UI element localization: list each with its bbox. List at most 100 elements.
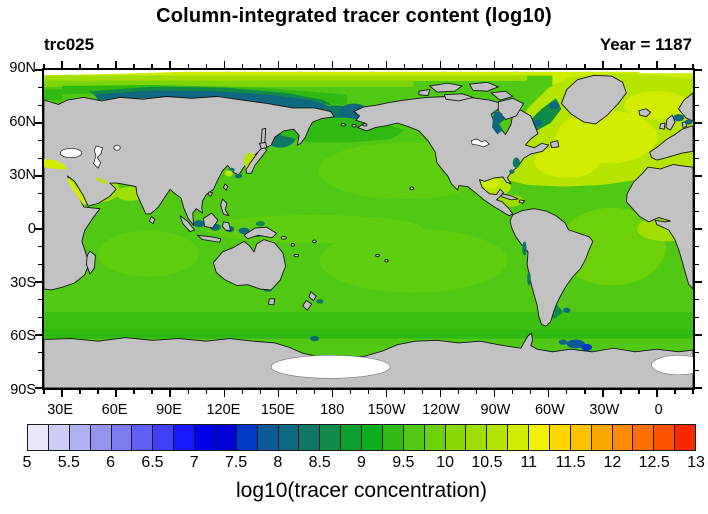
bottom-minor-tick <box>133 390 135 394</box>
lon-tick-label: 90W <box>480 402 511 418</box>
java <box>196 234 222 243</box>
top-major-tick <box>493 61 496 68</box>
lat-tick-label: 60S <box>10 328 36 345</box>
bottom-minor-tick <box>512 390 514 394</box>
philippines <box>220 198 230 217</box>
gulf-stream-edge-2 <box>509 169 515 174</box>
gulf-stream-edge-1 <box>512 157 520 169</box>
right-minor-tick <box>695 351 699 354</box>
bottom-minor-tick <box>475 390 478 394</box>
aleutian-3 <box>362 123 368 127</box>
colorbar-tick-label: 8.5 <box>308 454 331 471</box>
japan <box>245 146 268 174</box>
red-sea <box>67 177 87 205</box>
arctic-island-2 <box>469 81 499 92</box>
bottom-major-tick <box>277 390 280 397</box>
colorbar-box <box>612 425 634 450</box>
top-minor-tick <box>403 64 406 68</box>
bottom-minor-tick <box>295 390 298 394</box>
lon-tick-label: 120E <box>206 402 241 418</box>
right-minor-tick <box>695 316 699 319</box>
colorbar-box <box>570 425 592 450</box>
right-minor-tick <box>695 192 699 195</box>
top-minor-tick <box>205 64 207 68</box>
top-minor-tick <box>638 64 640 68</box>
new-zealand-south <box>302 300 313 311</box>
britain <box>665 114 676 131</box>
bottom-major-tick <box>115 390 117 397</box>
top-major-tick <box>115 61 117 68</box>
right-minor-tick <box>695 298 699 301</box>
lat-tick-label: 90N <box>9 60 36 76</box>
island-fiji <box>312 239 317 244</box>
japan-islands <box>245 141 268 174</box>
right-minor-tick <box>695 210 699 213</box>
yellow-sea <box>224 170 233 177</box>
left-minor-tick <box>38 316 42 319</box>
arctic-island-3 <box>443 93 474 102</box>
scandinavia <box>678 92 693 122</box>
colorbar-tick-label: 5.5 <box>57 454 80 471</box>
bottom-major-tick <box>331 390 334 397</box>
left-major-tick <box>35 334 42 336</box>
colorbar-box <box>633 425 655 450</box>
hokkaido <box>258 141 268 150</box>
left-minor-tick <box>38 245 42 248</box>
colorbar-box <box>654 425 676 450</box>
left-major-tick <box>35 122 42 124</box>
colorbar-tick-label: 5 <box>22 454 32 471</box>
island-polynesia-1 <box>375 253 380 258</box>
lon-tick-label: 30E <box>47 402 74 418</box>
left-minor-tick <box>38 192 42 195</box>
lon-tick-label: 150W <box>367 402 406 418</box>
left-minor-tick <box>38 263 42 266</box>
colorbar-tick-label: 9 <box>357 454 366 471</box>
new-zealand-north <box>308 291 317 301</box>
top-minor-tick <box>530 64 532 68</box>
colorbar-box <box>299 425 321 450</box>
top-major-tick <box>169 61 171 68</box>
right-major-tick <box>695 228 702 230</box>
island-solomon <box>280 235 287 240</box>
top-minor-tick <box>457 64 460 68</box>
top-minor-tick <box>584 64 586 68</box>
lon-tick-label: 60E <box>101 402 128 418</box>
lat-tick-label: 30N <box>9 167 36 184</box>
left-minor-tick <box>38 104 42 107</box>
aleutian-1 <box>340 123 346 127</box>
right-major-tick <box>695 387 702 389</box>
island-vanuatu <box>290 243 295 247</box>
bottom-minor-tick <box>530 390 532 394</box>
hainan <box>207 191 214 197</box>
colorbar-box <box>90 425 112 450</box>
ice-shelves <box>270 355 693 379</box>
colorbar-box <box>362 425 383 450</box>
colorbar-tick-labels: 5 5.5 6 6.5 7 7.5 8 8.5 9 9.5 10 10.5 11 11.5 12 12.5 13 <box>23 454 705 472</box>
top-minor-tick <box>620 64 622 68</box>
baltic-sea <box>684 119 693 125</box>
top-minor-tick <box>421 64 424 68</box>
lat-tick-label: 30S <box>10 274 36 291</box>
lon-tick-label: 120W <box>422 402 460 418</box>
colorbar-title: log10(tracer concentration) <box>236 479 487 502</box>
left-minor-tick <box>38 298 42 301</box>
sri-lanka <box>149 216 156 225</box>
chile-coast <box>527 271 531 286</box>
colorbar-box <box>111 425 133 450</box>
colorbar-box <box>549 425 571 450</box>
right-minor-tick <box>695 263 699 266</box>
right-minor-tick <box>695 104 699 107</box>
tasmania <box>267 298 276 306</box>
colorbar-box <box>215 425 237 450</box>
colorbar-tick-label: 9.5 <box>392 454 415 471</box>
right-minor-tick <box>695 139 699 142</box>
bottom-minor-tick <box>43 390 45 394</box>
bottom-minor-tick <box>79 390 81 394</box>
bottom-minor-tick <box>151 390 153 394</box>
colorbar-tick-label: 11.5 <box>555 454 586 471</box>
bottom-minor-tick <box>313 390 316 394</box>
bottom-major-tick <box>61 390 63 397</box>
polar-nodata <box>44 70 693 76</box>
colorbar-box <box>174 425 195 450</box>
bottom-minor-tick <box>638 390 640 394</box>
